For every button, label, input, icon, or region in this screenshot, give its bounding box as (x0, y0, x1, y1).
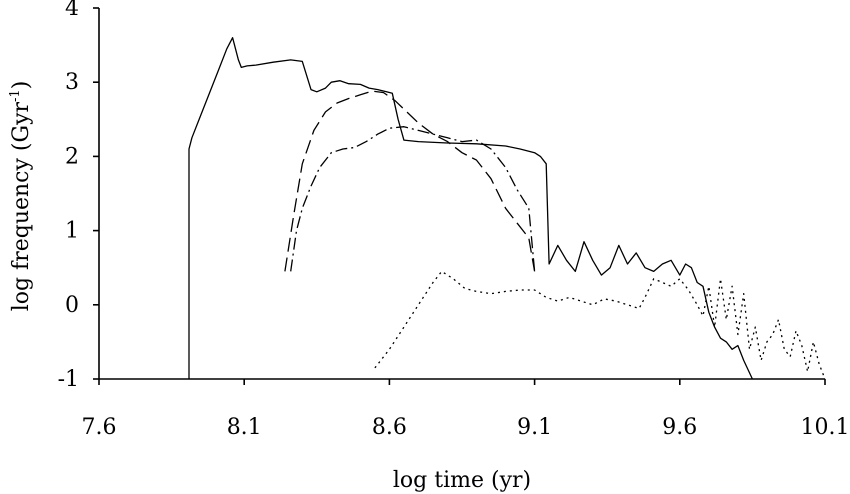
y-tick-label: 2 (65, 144, 79, 169)
axes (98, 8, 825, 380)
y-tick-label: 1 (65, 219, 79, 244)
y-tick-label: 4 (65, 0, 79, 21)
y-axis-title: log frequency (Gyr-1) (8, 81, 34, 312)
y-axis-title-close: ) (9, 81, 34, 90)
x-tick-label: 7.6 (82, 415, 117, 440)
y-tick-label: 3 (65, 70, 79, 95)
y-tick-label: -1 (58, 367, 79, 392)
y-axis-title-superscript: -1 (8, 89, 23, 102)
series-line-dashed (284, 90, 536, 272)
series-line-dash-dot (290, 126, 536, 272)
y-axis-title-main: log frequency (Gyr (9, 101, 34, 311)
x-axis-title: log time (yr) (393, 468, 531, 493)
y-tick-label: 0 (65, 293, 79, 318)
x-ticks: 7.6 8.1 8.6 9.1 9.6 10.1 (82, 379, 850, 440)
x-tick-label: 8.6 (372, 415, 407, 440)
x-tick-label: 8.1 (227, 415, 262, 440)
x-tick-label: 9.1 (517, 415, 552, 440)
x-tick-label: 10.1 (801, 415, 850, 440)
y-ticks: -1 0 1 2 3 4 (58, 0, 99, 392)
series-line-dotted (374, 270, 826, 380)
series-line-solid (188, 37, 753, 380)
x-tick-label: 9.6 (662, 415, 697, 440)
series-group (188, 37, 826, 380)
